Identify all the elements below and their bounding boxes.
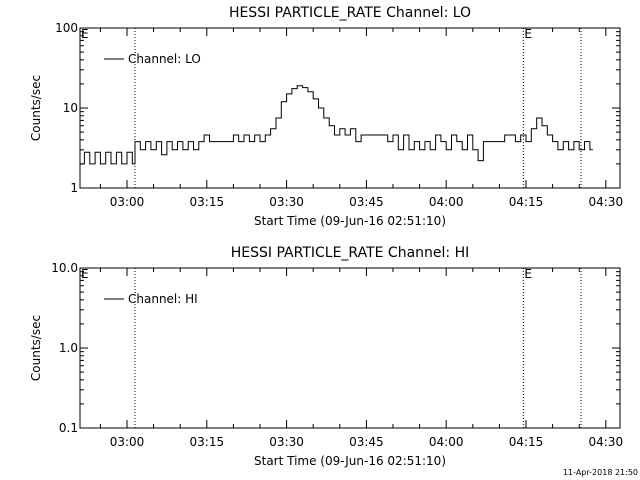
x-tick-label: 03:45 (349, 435, 384, 449)
footer-timestamp: 11-Apr-2018 21:50 (563, 468, 638, 477)
x-tick-label: 04:15 (509, 435, 544, 449)
event-marker-label: E (81, 267, 89, 281)
x-axis-label: Start Time (09-Jun-16 02:51:10) (254, 454, 446, 468)
x-tick-label: 03:45 (349, 195, 384, 209)
x-tick-label: 04:15 (509, 195, 544, 209)
x-tick-label: 03:30 (269, 435, 304, 449)
x-tick-label: 04:00 (429, 195, 464, 209)
event-marker-label: E (81, 27, 89, 41)
y-tick-label: 10.0 (51, 261, 78, 275)
y-axis-label: Counts/sec (29, 75, 43, 141)
x-tick-label: 04:30 (589, 195, 624, 209)
y-axis-label: Counts/sec (29, 315, 43, 381)
y-tick-label: 0.1 (59, 421, 78, 435)
panel-lo: HESSI PARTICLE_RATE Channel: LO Counts/se… (29, 5, 623, 228)
y-tick-label: 1.0 (59, 341, 78, 355)
panel-hi: HESSI PARTICLE_RATE Channel: HI Counts/se… (29, 245, 623, 468)
y-tick-label: 1 (70, 181, 78, 195)
chart-title: HESSI PARTICLE_RATE Channel: LO (229, 5, 471, 21)
legend-label: Channel: HI (128, 292, 198, 306)
event-marker-label: E (524, 27, 532, 41)
x-tick-label: 03:15 (190, 435, 225, 449)
x-tick-label: 03:30 (269, 195, 304, 209)
x-tick-label: 03:00 (110, 195, 145, 209)
legend-label: Channel: LO (128, 52, 201, 66)
x-tick-label: 03:15 (190, 195, 225, 209)
y-tick-label: 10 (63, 101, 78, 115)
x-tick-label: 03:00 (110, 435, 145, 449)
series-line-channel-lo (80, 85, 593, 165)
event-marker-label: E (524, 267, 532, 281)
x-tick-label: 04:00 (429, 435, 464, 449)
y-tick-label: 100 (55, 21, 78, 35)
x-axis-label: Start Time (09-Jun-16 02:51:10) (254, 214, 446, 228)
chart-title: HESSI PARTICLE_RATE Channel: HI (231, 245, 469, 261)
x-tick-label: 04:30 (589, 435, 624, 449)
